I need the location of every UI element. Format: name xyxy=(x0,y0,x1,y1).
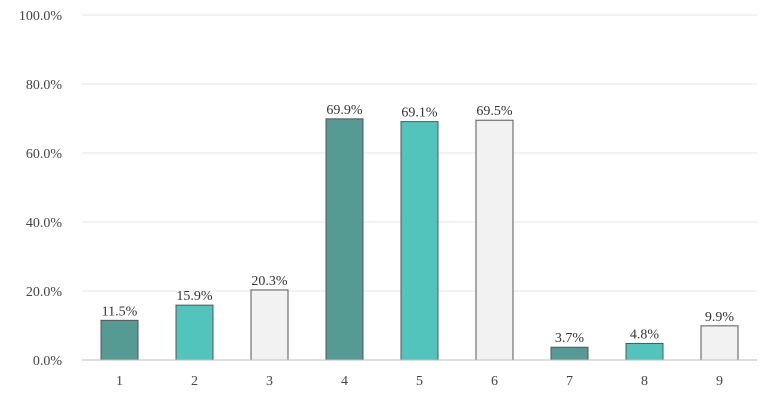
bar-5 xyxy=(400,121,439,361)
x-tick-label-9: 9 xyxy=(716,374,723,389)
bar-4 xyxy=(325,118,364,361)
data-label-9: 9.9% xyxy=(705,310,735,325)
bar-3 xyxy=(250,289,289,361)
data-label-4: 69.9% xyxy=(326,103,363,118)
x-tick-label-6: 6 xyxy=(491,374,498,389)
bars xyxy=(100,118,739,361)
data-labels: 11.5% 15.9% 20.3% 69.9% 69.1% 69.5% 3.7% 4.8% 9.… xyxy=(102,103,735,346)
data-label-3: 20.3% xyxy=(251,274,288,289)
x-axis-tick-labels: 1 2 3 4 5 6 7 8 9 xyxy=(116,374,723,389)
y-axis-tick-labels: 0.0% 20.0% 40.0% 60.0% 80.0% 100.0% xyxy=(19,9,63,369)
x-tick-label-1: 1 xyxy=(116,374,123,389)
data-label-8: 4.8% xyxy=(630,327,660,342)
x-tick-label-2: 2 xyxy=(191,374,198,389)
data-label-6: 69.5% xyxy=(476,104,513,119)
x-tick-label-8: 8 xyxy=(641,374,648,389)
data-label-5: 69.1% xyxy=(401,106,438,121)
bar-2 xyxy=(175,304,214,361)
bar-8 xyxy=(625,342,664,361)
y-tick-label: 80.0% xyxy=(26,78,63,93)
data-label-2: 15.9% xyxy=(176,289,213,304)
data-label-7: 3.7% xyxy=(555,331,585,346)
x-tick-label-3: 3 xyxy=(266,374,273,389)
data-label-1: 11.5% xyxy=(102,304,138,319)
x-tick-label-7: 7 xyxy=(566,374,573,389)
y-tick-label: 100.0% xyxy=(19,9,63,24)
bar-7 xyxy=(550,346,589,361)
y-tick-label: 0.0% xyxy=(33,354,63,369)
y-tick-label: 20.0% xyxy=(26,285,63,300)
x-tick-label-4: 4 xyxy=(341,374,348,389)
bar-1 xyxy=(100,319,139,361)
bar-6 xyxy=(475,119,514,361)
bar-9 xyxy=(700,325,739,361)
y-tick-label: 60.0% xyxy=(26,147,63,162)
y-tick-label: 40.0% xyxy=(26,216,63,231)
x-tick-label-5: 5 xyxy=(416,374,423,389)
